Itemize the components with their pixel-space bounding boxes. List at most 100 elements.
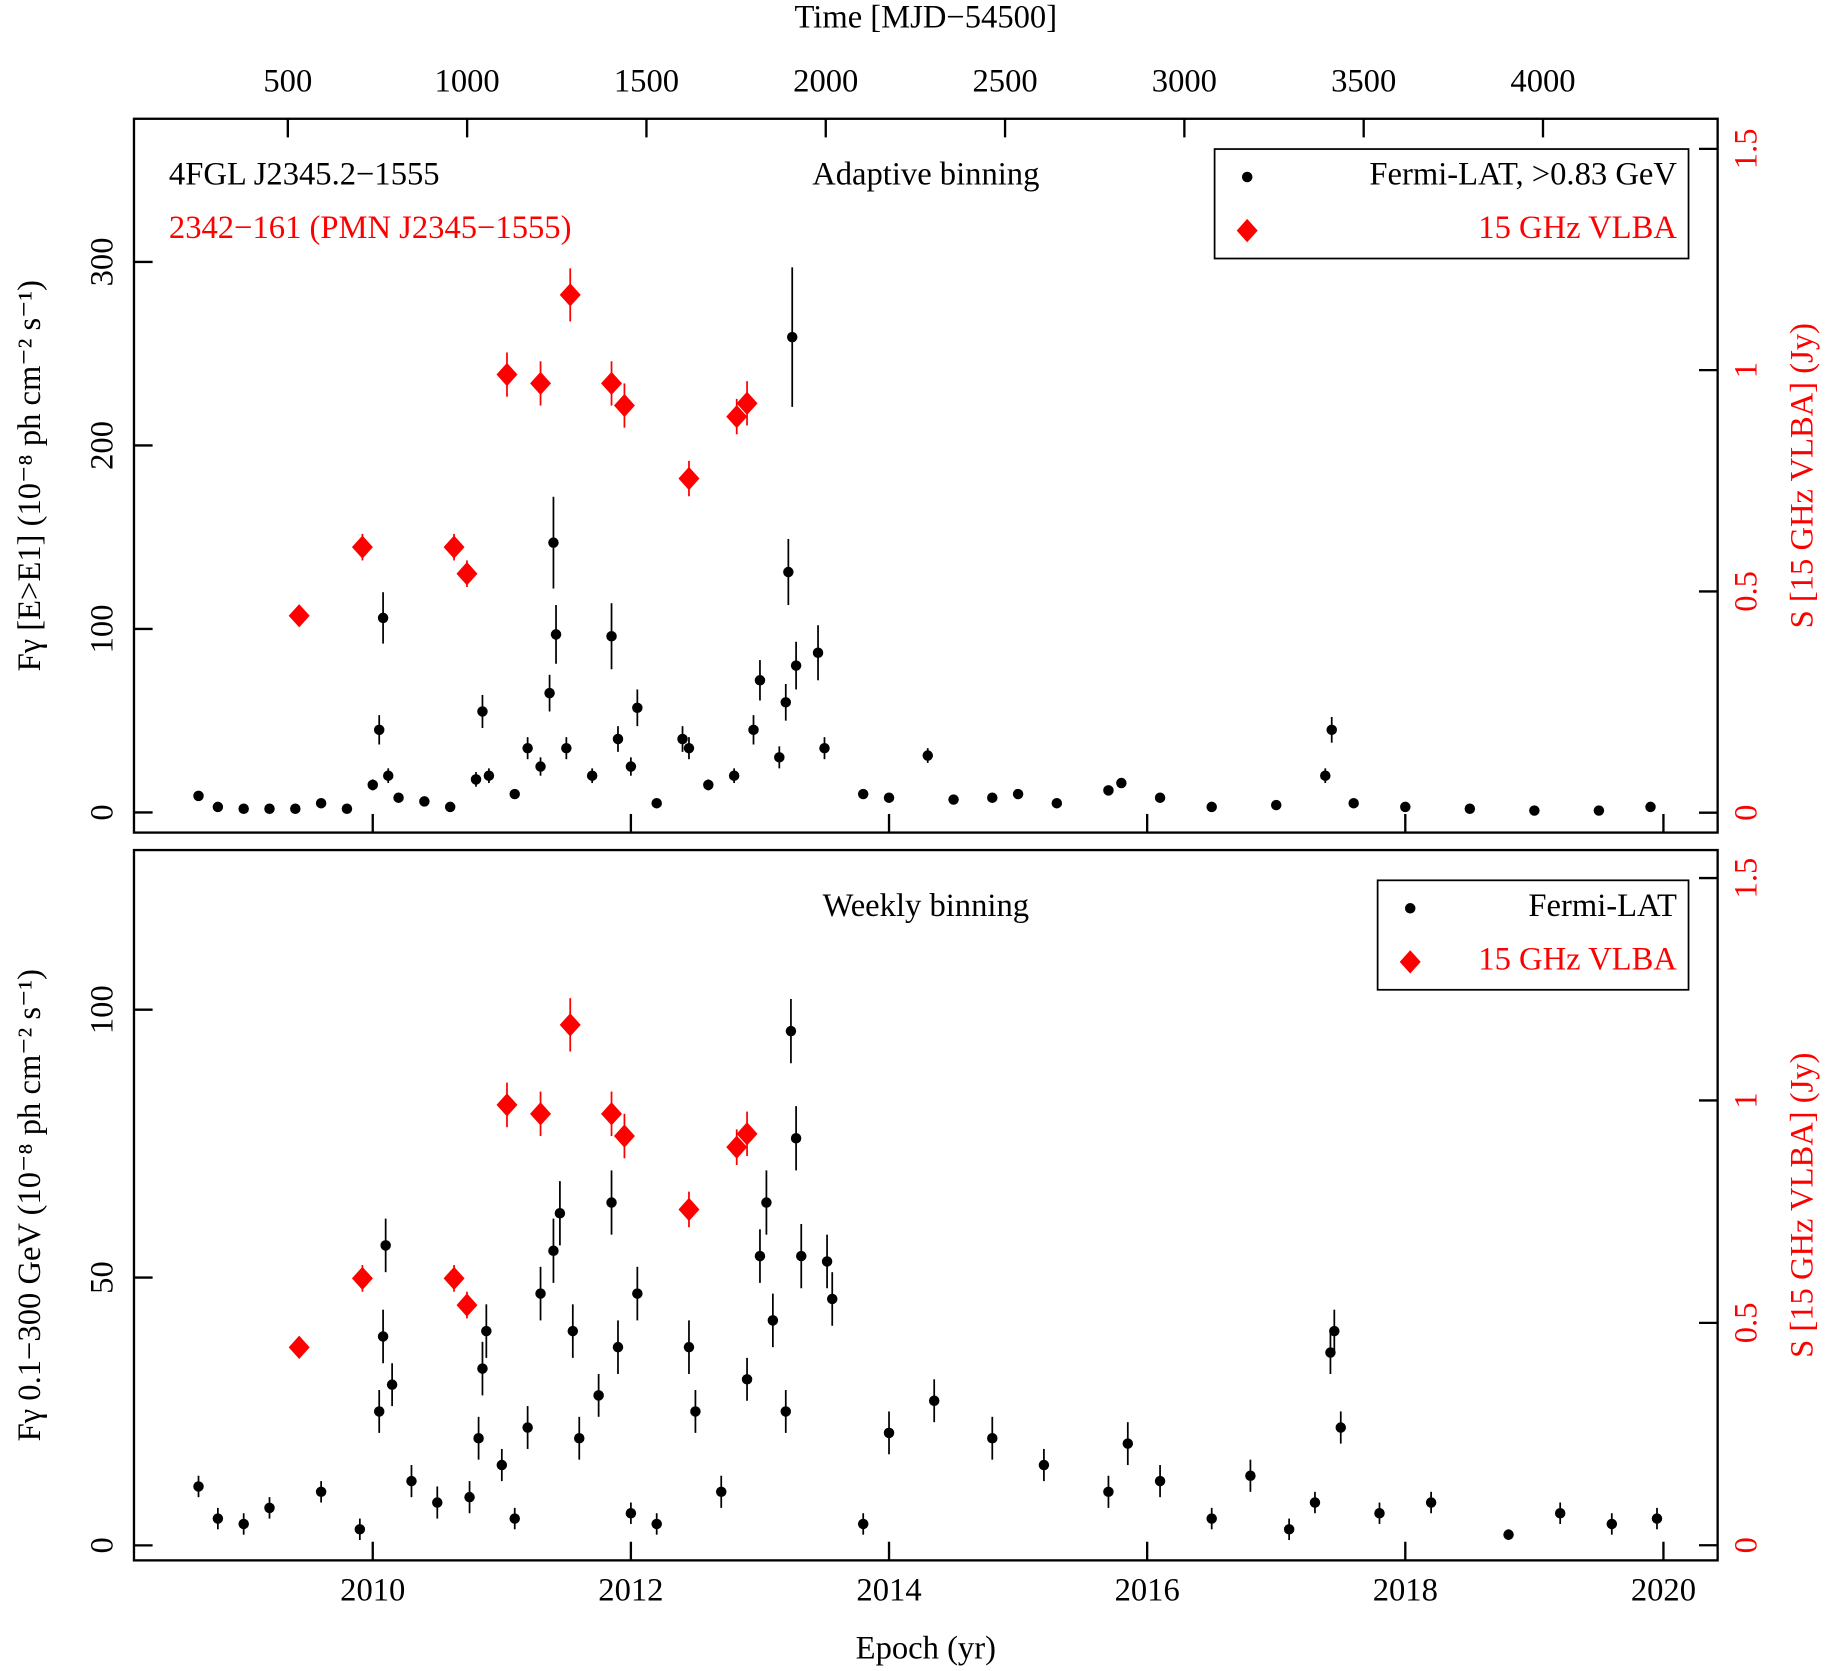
dot-marker [703,779,714,791]
dot-marker [1606,1518,1618,1530]
diamond-marker [736,391,758,415]
dot-marker [690,1406,701,1417]
y2-axis-title: S [15 GHz VLBA] (Jy) [1784,323,1820,628]
x-tick-label: 2018 [1373,1572,1438,1608]
y-axis-title: Fγ 0.1−300 GeV (10⁻⁸ ph cm⁻² s⁻¹) [12,969,48,1441]
dot-marker [754,1250,766,1262]
dot-marker [548,537,559,548]
dot-marker [812,647,824,658]
dot-marker [928,1395,940,1406]
dot-marker [1374,1507,1385,1519]
dot-marker [1012,788,1024,800]
dot-marker [796,1250,807,1262]
dot-marker [1206,801,1217,813]
dot-marker [821,1256,833,1267]
dot-marker [780,697,792,708]
dot-marker [857,1518,869,1530]
dot-marker [567,1325,579,1337]
dot-marker [1116,777,1127,789]
dot-marker [754,675,766,686]
diamond-marker [351,1266,373,1291]
dot-marker [1425,1497,1437,1508]
dot-marker [574,1432,585,1444]
dot-marker [464,1491,475,1503]
dot-marker [535,1288,546,1299]
dot-marker [1051,797,1063,809]
diamond-marker [288,1335,310,1359]
diamond-marker [456,562,478,586]
dot-marker [987,792,998,803]
annotation: 4FGL J2345.2−1555 [169,156,440,192]
y-tick-label: 300 [84,237,120,286]
plot-frame [132,848,1719,1562]
dot-marker [1645,801,1656,813]
dot-marker [1241,171,1253,183]
x2-tick-label: 1500 [614,63,679,99]
dot-marker [481,1325,492,1337]
dot-marker [393,792,404,803]
dot-marker [683,1341,695,1353]
dot-marker [1348,797,1359,809]
legend-label: 15 GHz VLBA [1478,941,1677,977]
dot-marker [1593,805,1605,816]
diamond-marker [288,604,310,628]
dot-marker [315,797,327,809]
dot-marker [612,1341,624,1353]
diamond-marker [559,283,581,307]
y-tick-label: 0 [84,804,120,820]
dot-marker [1503,1529,1514,1540]
dot-marker [373,1406,385,1417]
y-tick-label: 0 [84,1537,120,1553]
dot-marker [1206,1513,1217,1524]
y2-tick-label: 0 [1729,1537,1765,1553]
x-tick-label: 2016 [1115,1572,1180,1608]
diamond-marker [443,1266,465,1291]
dot-marker [593,1390,604,1401]
dot-marker [1464,803,1476,814]
diamond-marker [559,1013,581,1037]
y-tick-label: 50 [84,1261,120,1294]
dot-marker [1270,799,1282,811]
diamond-marker [678,1197,700,1222]
diamond-marker [613,1124,635,1148]
y2-tick-label: 1.5 [1729,128,1765,169]
dot-marker [632,1288,643,1299]
dot-marker [1103,1486,1114,1498]
dot-marker [212,801,224,813]
x-tick-label: 2012 [598,1572,663,1608]
dot-marker [264,1502,275,1514]
dot-marker [496,1459,508,1471]
dot-marker [741,1374,753,1385]
x-axis-title: Epoch (yr) [856,1631,996,1667]
x-tick-label: 2020 [1631,1572,1696,1608]
dot-marker [193,1481,204,1492]
dot-marker [1326,724,1337,736]
dot-marker [509,788,520,800]
dot-marker [1309,1497,1321,1508]
dot-marker [535,761,546,772]
dot-marker [826,1293,838,1305]
dot-marker [783,566,794,578]
diamond-marker [736,1122,758,1146]
dot-marker [948,794,959,805]
dot-marker [1404,903,1416,914]
diamond-marker [601,371,623,396]
dot-marker [522,742,533,754]
dot-marker [238,803,249,814]
x-tick-label: 2010 [340,1572,405,1608]
dot-marker [377,1331,389,1342]
dot-marker [767,1315,779,1326]
dot-marker [290,803,301,814]
y2-tick-label: 1.5 [1729,858,1765,899]
dot-marker [1325,1347,1336,1358]
dot-marker [373,724,385,736]
dot-marker [606,1197,617,1208]
dot-marker [606,631,617,642]
dot-marker [1283,1524,1295,1535]
y-tick-label: 100 [84,604,120,653]
y2-tick-label: 0 [1729,805,1765,821]
dot-marker [883,1427,895,1439]
dot-marker [780,1406,792,1417]
dot-marker [386,1379,398,1390]
